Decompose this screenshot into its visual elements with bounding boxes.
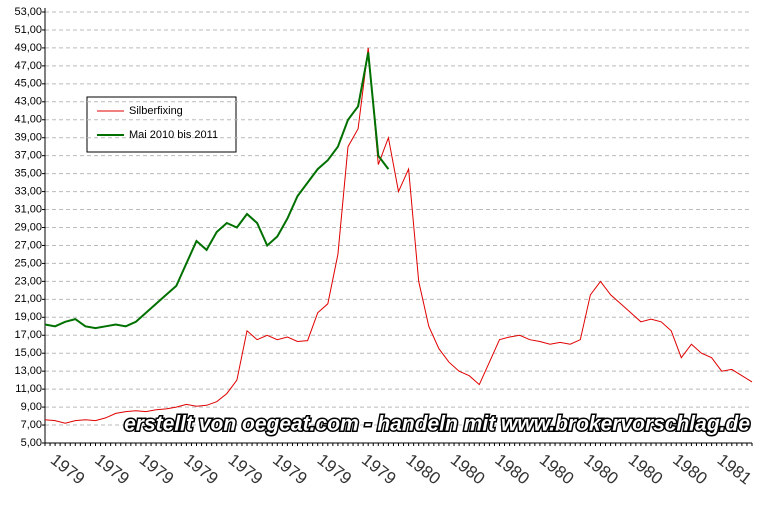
x-tick-label: 1979 [269,450,311,488]
watermark: erstellt von oegeat.com - handeln mit ww… [124,413,750,436]
y-tick-label: 41,00 [14,114,42,126]
y-tick-label: 51,00 [14,24,42,36]
y-tick-label: 15,00 [14,347,42,359]
y-tick-label: 43,00 [14,96,42,108]
x-tick-label: 1979 [314,450,356,488]
x-tick-label: 1980 [625,450,667,488]
y-tick-label: 21,00 [14,293,42,305]
series-line [44,47,753,424]
y-tick-label: 31,00 [14,203,42,215]
x-tick-label: 1979 [91,450,133,488]
x-tick-label: 1980 [580,450,622,488]
y-tick-label: 9,00 [21,401,42,413]
y-tick-label: 19,00 [14,311,42,323]
x-tick-label: 1979 [47,450,89,488]
y-tick-label: 29,00 [14,221,42,233]
x-tick-label: 1979 [180,450,222,488]
y-tick-label: 49,00 [14,42,42,54]
y-tick-label: 25,00 [14,257,42,269]
x-tick-label: 1979 [136,450,178,488]
y-tick-label: 13,00 [14,365,42,377]
x-tick-label: 1980 [536,450,578,488]
legend-label: Mai 2010 bis 2011 [129,129,218,141]
series-line [44,52,390,330]
y-tick-label: 7,00 [21,419,42,431]
x-tick-label: 1980 [491,450,533,488]
x-tick-label: 1980 [447,450,489,488]
legend-label: Silberfixing [129,105,183,117]
x-tick-label: 1980 [403,450,445,488]
y-tick-label: 35,00 [14,168,42,180]
x-tick-label: 1981 [714,450,756,488]
y-tick-label: 23,00 [14,275,42,287]
y-tick-label: 53,00 [14,6,42,18]
x-tick-label: 1979 [358,450,400,488]
y-tick-label: 11,00 [15,383,42,395]
y-tick-label: 17,00 [14,329,42,341]
x-tick-label: 1980 [669,450,711,488]
y-tick-label: 33,00 [14,185,42,197]
x-tick-label: 1979 [225,450,267,488]
y-tick-label: 45,00 [14,78,42,90]
y-tick-label: 27,00 [14,239,42,251]
y-tick-label: 5,00 [21,437,42,449]
legend-box [86,96,237,153]
y-tick-label: 37,00 [14,150,42,162]
y-tick-label: 47,00 [14,60,42,72]
y-tick-label: 39,00 [14,132,42,144]
